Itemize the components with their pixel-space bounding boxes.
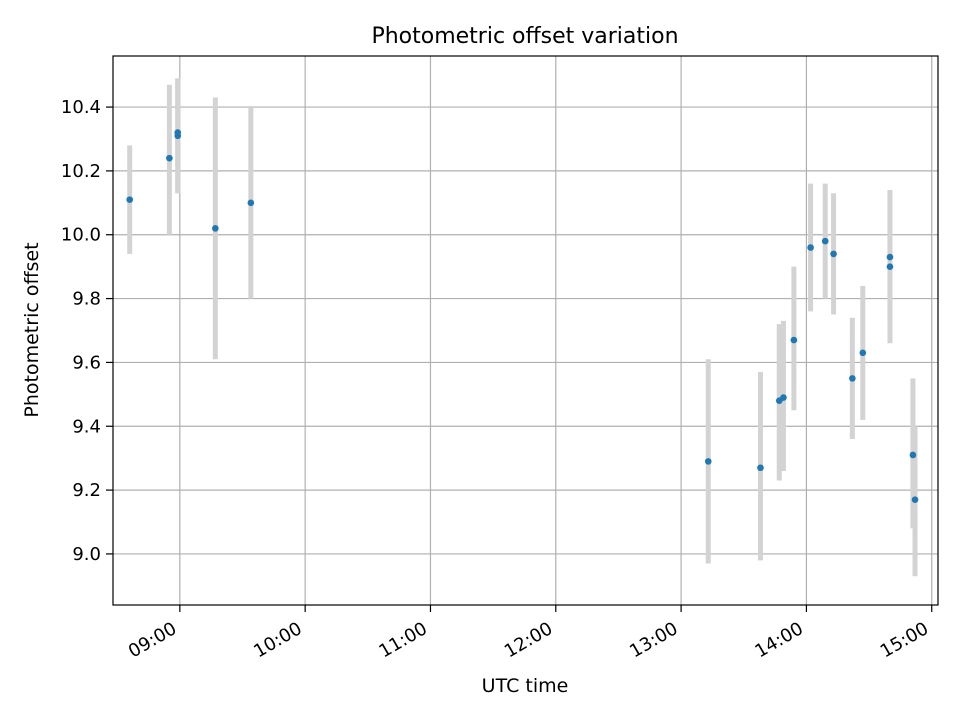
data-point — [247, 199, 255, 207]
data-point — [166, 154, 173, 162]
y-tick-label: 10.4 — [61, 97, 101, 118]
y-tick-label: 10.0 — [61, 225, 101, 246]
data-point — [174, 129, 182, 136]
data-point — [911, 496, 919, 503]
data-point — [126, 196, 134, 203]
data-point — [704, 458, 712, 465]
data-point — [859, 349, 867, 357]
data-point — [830, 250, 837, 258]
data-point — [886, 263, 894, 270]
data-point — [780, 394, 787, 401]
y-tick-label: 9.6 — [72, 352, 101, 373]
x-axis-label: UTC time — [482, 675, 569, 697]
y-tick-label: 9.8 — [72, 289, 101, 310]
data-point — [790, 336, 798, 344]
data-point — [757, 464, 764, 472]
plot-frame — [112, 55, 939, 606]
data-points — [126, 129, 919, 503]
y-tick-label: 9.0 — [72, 544, 101, 565]
y-axis-ticks: 9.0 9.2 9.4 9.6 9.8 10.0 10.2 10.4 — [61, 97, 113, 565]
chart-title: Photometric offset variation — [371, 24, 678, 49]
data-point — [212, 225, 219, 232]
data-point — [909, 451, 917, 459]
data-point — [821, 237, 829, 245]
data-point — [886, 253, 894, 261]
y-tick-label: 9.2 — [72, 480, 101, 501]
data-point — [849, 375, 856, 382]
y-tick-label: 9.4 — [72, 416, 101, 437]
y-tick-label: 10.2 — [61, 161, 101, 182]
data-point — [807, 244, 814, 251]
y-axis-label: Photometric offset — [21, 242, 43, 417]
